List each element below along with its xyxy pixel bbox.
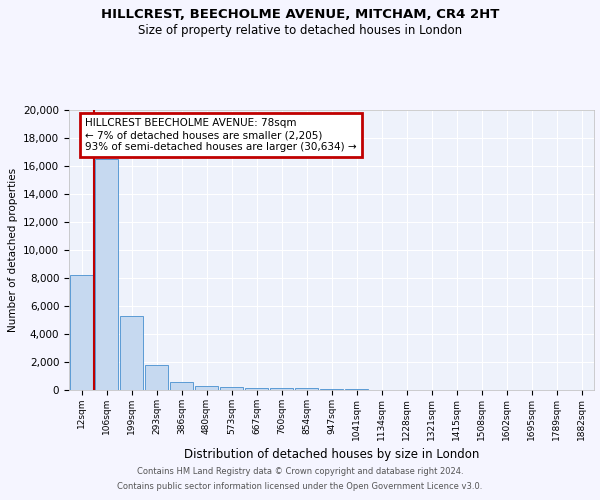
Y-axis label: Number of detached properties: Number of detached properties: [8, 168, 17, 332]
Bar: [220, 387, 243, 390]
Bar: [70, 275, 93, 390]
Bar: [120, 316, 143, 390]
Text: HILLCREST, BEECHOLME AVENUE, MITCHAM, CR4 2HT: HILLCREST, BEECHOLME AVENUE, MITCHAM, CR…: [101, 8, 499, 20]
Bar: [95, 159, 118, 390]
Bar: [295, 388, 318, 390]
Text: Contains HM Land Registry data © Crown copyright and database right 2024.: Contains HM Land Registry data © Crown c…: [137, 467, 463, 476]
Text: Size of property relative to detached houses in London: Size of property relative to detached ho…: [138, 24, 462, 37]
Text: HILLCREST BEECHOLME AVENUE: 78sqm
← 7% of detached houses are smaller (2,205)
93: HILLCREST BEECHOLME AVENUE: 78sqm ← 7% o…: [85, 118, 356, 152]
Bar: [145, 365, 168, 390]
Bar: [195, 386, 218, 390]
Bar: [245, 388, 268, 390]
Text: Contains public sector information licensed under the Open Government Licence v3: Contains public sector information licen…: [118, 482, 482, 491]
Bar: [170, 382, 193, 390]
Bar: [270, 388, 293, 390]
Bar: [320, 389, 343, 390]
X-axis label: Distribution of detached houses by size in London: Distribution of detached houses by size …: [184, 448, 479, 461]
